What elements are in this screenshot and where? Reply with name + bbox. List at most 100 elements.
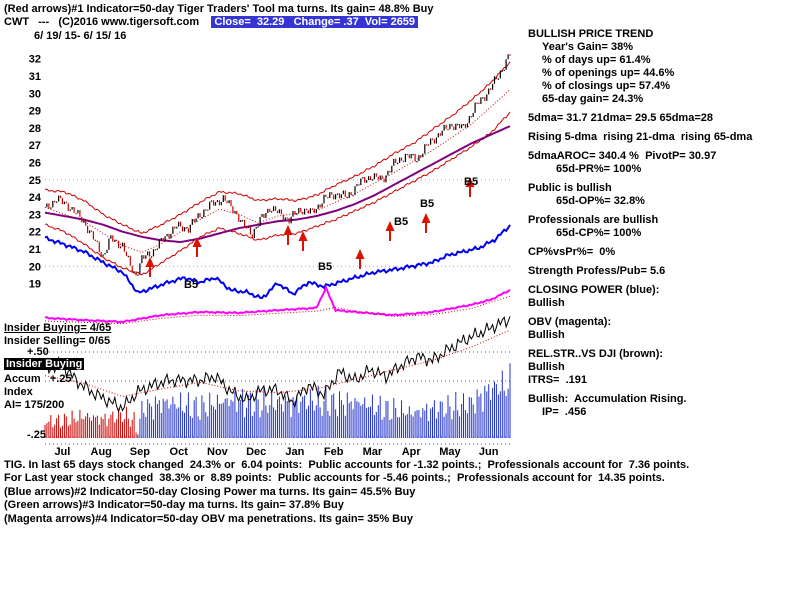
plus-50-scale-label: +.50 — [27, 346, 49, 358]
price-tick-label: 29 — [29, 106, 41, 118]
price-tick-label: 21 — [29, 244, 41, 256]
analysis-line: Year's Gain= 38% — [542, 41, 633, 53]
analysis-line: IP= .456 — [542, 406, 587, 418]
minus-25-scale-label: -.25 — [27, 429, 46, 441]
analysis-line: ITRS= .191 — [528, 374, 588, 386]
analysis-panel: BULLISH PRICE TREND Year's Gain= 38%% of … — [528, 28, 800, 419]
analysis-line: CLOSING POWER (blue): — [528, 284, 660, 296]
x-axis-labels: Jul Aug Sep Oct Nov Dec Jan Feb Mar Apr May Jun — [54, 446, 498, 458]
price-tick-label: 27 — [29, 140, 41, 152]
analysis-line: Rising 5-dma rising 21-dma rising 65-dma — [528, 131, 753, 143]
analysis-line: % of days up= 61.4% — [542, 54, 651, 66]
analysis-line: REL.STR..VS DJI (brown): — [528, 348, 664, 360]
month-tick-label: Oct — [170, 446, 189, 458]
footer-summary: TIG. In last 65 days stock changed 24.3%… — [4, 459, 798, 526]
analysis-line: Bullish: Accumulation Rising. — [528, 393, 687, 405]
ai-value-label: AI= 175/200 — [4, 399, 65, 411]
b5-label: B5 — [420, 198, 434, 210]
price-tick-label: 23 — [29, 209, 41, 221]
stock-chart-canvas[interactable]: B5 B5 B5 B5 B5 32 31 30 29 28 27 26 25 24 23 22 21 20 19 Ju… — [0, 0, 530, 460]
date-range: 6/ 19/ 15- 6/ 15/ 16 — [34, 30, 127, 42]
65dma-line — [44, 125, 511, 244]
analysis-line: OBV (magenta): — [528, 316, 612, 328]
month-tick-label: Feb — [324, 446, 344, 458]
b5-label: B5 — [184, 279, 198, 291]
price-tick-label: 20 — [29, 261, 41, 273]
closing-power-line — [44, 224, 511, 300]
month-tick-label: Nov — [207, 446, 229, 458]
obv-line — [44, 284, 511, 324]
buy-arrow-icon — [298, 231, 308, 251]
analysis-line: 5dmaAROC= 340.4 % PivotP= 30.97 — [528, 150, 717, 162]
month-tick-label: Mar — [363, 446, 383, 458]
month-tick-label: Sep — [130, 446, 150, 458]
buy-arrow-icon — [465, 177, 475, 197]
b5-label: B5 — [464, 176, 478, 188]
analysis-line: CP%vsPr%= 0% — [528, 246, 616, 258]
analysis-line: Bullish — [528, 297, 565, 309]
lower-band-line — [44, 111, 511, 276]
analysis-line: % of openings up= 44.6% — [542, 67, 675, 79]
price-tick-label: 28 — [29, 123, 41, 135]
footer-line: TIG. In last 65 days stock changed 24.3%… — [4, 459, 690, 471]
analysis-line: Strength Profess/Pub= 5.6 — [528, 265, 666, 277]
footer-line: (Green arrows)#3 Indicator=50-day ma tur… — [4, 499, 344, 512]
indicator1-header: (Red arrows)#1 Indicator=50-day Tiger Tr… — [4, 3, 434, 15]
analysis-line: Public is bullish — [528, 182, 612, 194]
month-tick-label: Jun — [479, 446, 499, 458]
price-tick-label: 19 — [29, 279, 41, 291]
buy-arrow-icon — [421, 213, 431, 233]
analysis-line: Bullish — [528, 329, 565, 341]
quote-highlight: Close= 32.29 Change= .37 Vol= 2659 — [211, 16, 419, 28]
accumulation-histogram — [44, 363, 511, 438]
price-tick-label: 24 — [29, 192, 42, 204]
price-tick-label: 30 — [29, 88, 41, 100]
analysis-line: Professionals are bullish — [528, 214, 659, 226]
analysis-line: 65d-CP%= 100% — [556, 227, 642, 239]
accum-scale-label: Accum +.25 — [4, 373, 72, 385]
analysis-line: BULLISH PRICE TREND — [528, 28, 654, 40]
buy-arrow-icon — [145, 257, 155, 277]
rel-strength-line — [44, 315, 511, 414]
price-tick-label: 25 — [29, 175, 41, 187]
footer-line: (Blue arrows)#2 Indicator=50-day Closing… — [4, 485, 416, 498]
insider-buying-tag: Insider Buying — [4, 358, 85, 370]
price-tick-label: 31 — [29, 71, 41, 83]
analysis-line: 65d-PR%= 100% — [556, 163, 642, 175]
month-tick-label: Jan — [285, 446, 304, 458]
analysis-line: 5dma= 31.7 21dma= 29.5 65dma=28 — [528, 112, 713, 124]
analysis-line: Bullish — [528, 361, 565, 373]
y-axis-labels: 32 31 30 29 28 27 26 25 24 23 22 21 20 19 — [29, 54, 42, 291]
buy-arrow-icon — [192, 237, 202, 257]
month-tick-label: Dec — [246, 446, 266, 458]
b5-label: B5 — [394, 216, 408, 228]
buy-arrows — [145, 177, 475, 277]
analysis-line: 65d-OP%= 32.8% — [556, 195, 645, 207]
price-tick-label: 22 — [29, 227, 41, 239]
insider-buying-label: Insider Buying= 4/65 — [4, 322, 112, 334]
index-label: Index — [4, 386, 33, 398]
b5-label: B5 — [318, 261, 332, 273]
analysis-line: 65-day gain= 24.3% — [542, 93, 644, 105]
buy-arrow-icon — [355, 249, 365, 269]
buy-arrow-icon — [283, 225, 293, 245]
upper-band-line — [44, 61, 511, 234]
price-tick-label: 32 — [29, 54, 41, 66]
ticker-copyright: CWT --- (C)2016 www.tigersoft.com — [4, 16, 212, 28]
month-tick-label: Apr — [402, 446, 422, 458]
ticker-line: CWT --- (C)2016 www.tigersoft.com Close=… — [4, 16, 419, 28]
month-tick-label: May — [439, 446, 461, 458]
analysis-line: % of closings up= 57.4% — [542, 80, 671, 92]
21dma-line — [44, 89, 511, 253]
rs-ma-line — [44, 329, 511, 398]
b5-markers: B5 B5 B5 B5 B5 — [184, 176, 478, 291]
month-tick-label: Jul — [54, 446, 70, 458]
footer-line: For Last year stock changed 38.3% or 8.8… — [4, 472, 665, 485]
footer-line: (Magenta arrows)#4 Indicator=50-day OBV … — [4, 512, 413, 525]
buy-arrow-icon — [385, 221, 395, 241]
daily-price-bars — [46, 54, 511, 276]
month-tick-label: Aug — [91, 446, 112, 458]
insider-selling-label: Insider Selling= 0/65 — [4, 335, 111, 347]
price-tick-label: 26 — [29, 157, 41, 169]
